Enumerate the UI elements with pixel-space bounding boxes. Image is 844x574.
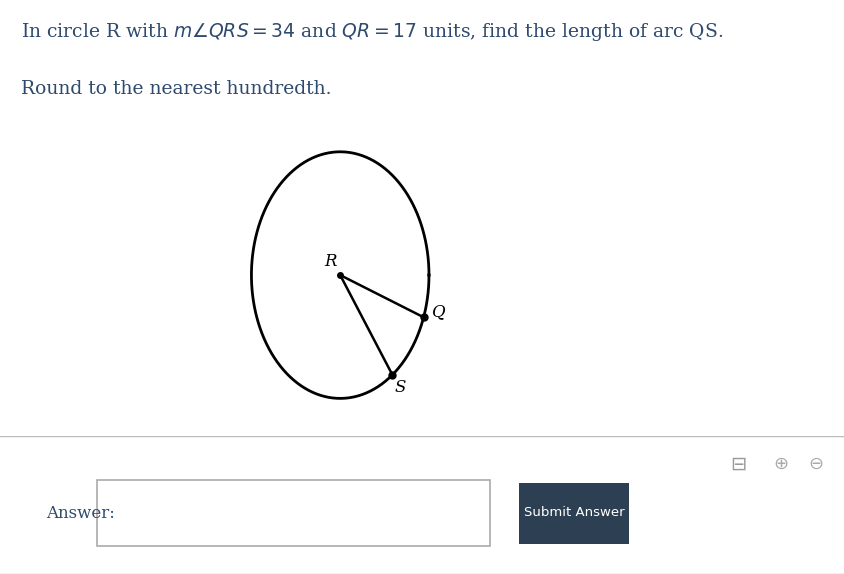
FancyBboxPatch shape [97,480,490,546]
Text: In circle R with $m\angle QRS = 34$ and $QR = 17$ units, find the length of arc : In circle R with $m\angle QRS = 34$ and … [21,21,723,42]
Text: S: S [395,379,406,396]
Text: ⊟: ⊟ [730,454,747,474]
FancyBboxPatch shape [519,483,629,544]
Text: R: R [324,254,337,270]
Text: Answer:: Answer: [46,505,116,522]
Text: Q: Q [432,303,446,320]
Text: ⊖: ⊖ [809,455,824,473]
Text: Round to the nearest hundredth.: Round to the nearest hundredth. [21,80,332,98]
Text: ⊕: ⊕ [773,455,788,473]
Text: Submit Answer: Submit Answer [523,506,625,519]
